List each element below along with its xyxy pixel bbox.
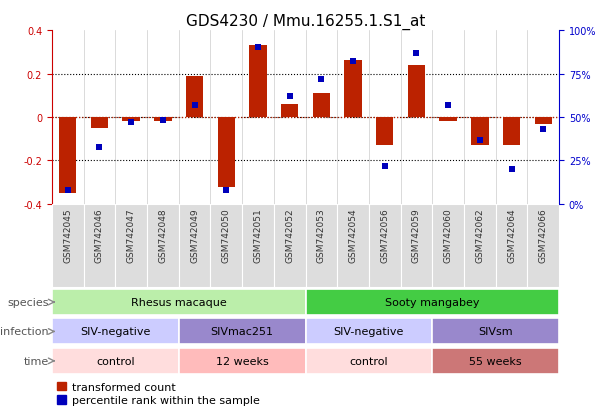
Point xyxy=(475,137,485,144)
Text: SIV-negative: SIV-negative xyxy=(80,327,150,337)
Text: time: time xyxy=(23,356,49,366)
Text: control: control xyxy=(349,356,388,366)
Text: species: species xyxy=(7,297,49,307)
Point xyxy=(507,166,516,173)
Text: GSM742060: GSM742060 xyxy=(444,208,453,262)
Bar xyxy=(52,204,84,287)
Point xyxy=(63,187,73,194)
Text: SIV-negative: SIV-negative xyxy=(334,327,404,337)
Bar xyxy=(408,66,425,118)
Bar xyxy=(306,348,433,374)
Bar xyxy=(249,46,266,118)
Point xyxy=(348,59,358,66)
Bar xyxy=(242,204,274,287)
Text: GSM742052: GSM742052 xyxy=(285,208,294,262)
Bar xyxy=(345,61,362,118)
Bar xyxy=(122,118,140,122)
Text: SIVsm: SIVsm xyxy=(478,327,513,337)
Bar xyxy=(179,319,306,344)
Bar xyxy=(433,319,559,344)
Bar xyxy=(306,204,337,287)
Text: GSM742049: GSM742049 xyxy=(190,208,199,262)
Point xyxy=(126,120,136,126)
Text: control: control xyxy=(96,356,134,366)
Text: GSM742046: GSM742046 xyxy=(95,208,104,262)
Bar xyxy=(186,76,203,118)
Bar xyxy=(147,204,179,287)
Bar xyxy=(527,204,559,287)
Bar xyxy=(313,94,330,118)
Text: SIVmac251: SIVmac251 xyxy=(211,327,274,337)
Text: 55 weeks: 55 weeks xyxy=(469,356,522,366)
Text: GSM742045: GSM742045 xyxy=(64,208,72,262)
Point xyxy=(189,102,199,109)
Point xyxy=(221,187,231,194)
Bar xyxy=(433,348,559,374)
Text: GSM742059: GSM742059 xyxy=(412,208,421,262)
Bar xyxy=(218,118,235,187)
Text: GSM742054: GSM742054 xyxy=(348,208,357,262)
Bar xyxy=(376,118,393,146)
Point xyxy=(253,45,263,52)
Title: GDS4230 / Mmu.16255.1.S1_at: GDS4230 / Mmu.16255.1.S1_at xyxy=(186,14,425,30)
Bar xyxy=(369,204,401,287)
Text: Sooty mangabey: Sooty mangabey xyxy=(385,297,480,307)
Bar xyxy=(496,204,527,287)
Bar xyxy=(52,319,179,344)
Bar xyxy=(337,204,369,287)
Text: GSM742056: GSM742056 xyxy=(380,208,389,262)
Point xyxy=(285,94,295,100)
Legend: transformed count, percentile rank within the sample: transformed count, percentile rank withi… xyxy=(57,382,260,405)
Bar xyxy=(306,319,433,344)
Bar xyxy=(210,204,242,287)
Bar xyxy=(179,204,210,287)
Bar xyxy=(154,118,172,122)
Text: GSM742062: GSM742062 xyxy=(475,208,485,262)
Bar xyxy=(84,204,115,287)
Text: GSM742066: GSM742066 xyxy=(539,208,547,262)
Text: GSM742064: GSM742064 xyxy=(507,208,516,262)
Text: 12 weeks: 12 weeks xyxy=(216,356,268,366)
Bar xyxy=(59,118,76,194)
Point xyxy=(412,50,422,57)
Bar xyxy=(274,204,306,287)
Bar xyxy=(52,290,306,315)
Bar xyxy=(401,204,433,287)
Bar xyxy=(52,348,179,374)
Bar xyxy=(471,118,489,146)
Point xyxy=(158,118,168,124)
Text: infection: infection xyxy=(0,327,49,337)
Bar xyxy=(464,204,496,287)
Bar xyxy=(281,104,298,118)
Bar xyxy=(503,118,520,146)
Bar xyxy=(306,290,559,315)
Point xyxy=(316,76,326,83)
Text: GSM742053: GSM742053 xyxy=(317,208,326,262)
Point xyxy=(538,126,548,133)
Bar xyxy=(535,118,552,124)
Text: Rhesus macaque: Rhesus macaque xyxy=(131,297,227,307)
Point xyxy=(95,144,104,150)
Text: GSM742047: GSM742047 xyxy=(126,208,136,262)
Point xyxy=(380,163,390,170)
Bar xyxy=(91,118,108,128)
Text: GSM742051: GSM742051 xyxy=(254,208,263,262)
Bar xyxy=(433,204,464,287)
Bar xyxy=(115,204,147,287)
Text: GSM742050: GSM742050 xyxy=(222,208,231,262)
Bar xyxy=(439,118,457,122)
Bar xyxy=(179,348,306,374)
Point xyxy=(443,102,453,109)
Text: GSM742048: GSM742048 xyxy=(158,208,167,262)
